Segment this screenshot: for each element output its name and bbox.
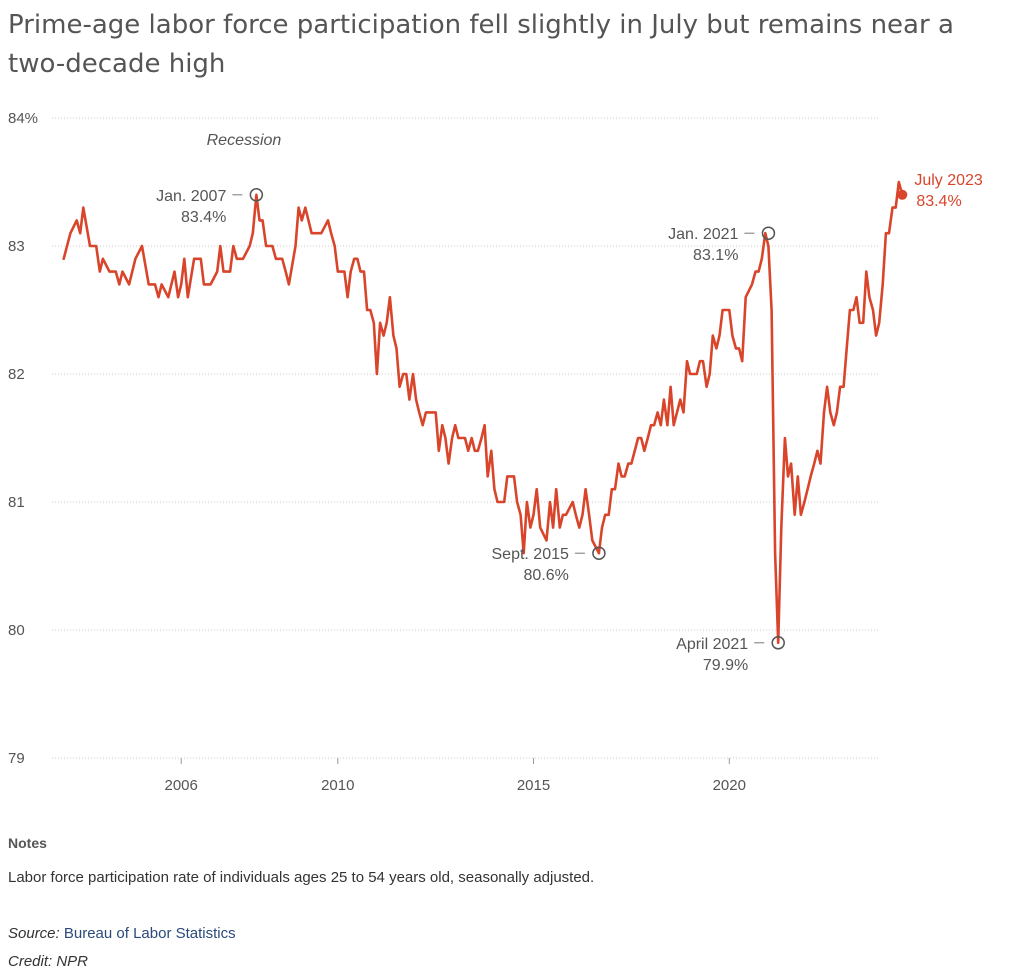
notes-heading: Notes [8, 835, 47, 851]
x-tick-label: 2020 [713, 777, 746, 794]
annotation-date: Jan. 2021 [668, 226, 738, 243]
annotation-date: Sept. 2015 [492, 546, 570, 563]
y-tick-label: 82 [8, 366, 25, 383]
credit-line: Credit: NPR [8, 953, 89, 970]
source-line: Source: Bureau of Labor Statistics [8, 925, 236, 942]
x-tick-label: 2006 [165, 777, 198, 794]
last-point-marker [897, 189, 908, 200]
last-point-date: July 2023 [914, 172, 983, 189]
annotation-value: 83.4% [181, 209, 226, 226]
y-tick-label: 84% [8, 110, 38, 127]
x-tick-label: 2015 [517, 777, 550, 794]
y-tick-label: 80 [8, 622, 25, 639]
recession-label: Recession [207, 132, 282, 149]
annotation-marker [592, 546, 606, 560]
notes-text: Labor force participation rate of indivi… [8, 869, 595, 886]
line-chart: 84% 83 82 81 80 79 2006 2010 2015 2020 Recession Ja… [8, 110, 983, 794]
annotation-value: 83.1% [693, 247, 738, 264]
annotation-marker [761, 226, 776, 240]
source-label: Source: [8, 925, 60, 942]
annotation-marker [771, 636, 785, 650]
chart-title: Prime-age labor force participation fell… [8, 10, 954, 79]
annotation-marker [249, 188, 264, 202]
annotation-date: Jan. 2007 [156, 188, 226, 205]
series-line [62, 180, 904, 645]
y-tick-label: 83 [8, 238, 25, 255]
annotation-date: April 2021 [676, 636, 748, 653]
y-tick-label: 79 [8, 750, 25, 767]
annotation-value: 80.6% [524, 567, 569, 584]
source-link[interactable]: Bureau of Labor Statistics [63, 925, 236, 942]
annotation-value: 79.9% [703, 657, 748, 674]
x-tick-label: 2010 [321, 777, 354, 794]
last-point-value: 83.4% [916, 193, 961, 210]
y-tick-label: 81 [8, 494, 25, 511]
